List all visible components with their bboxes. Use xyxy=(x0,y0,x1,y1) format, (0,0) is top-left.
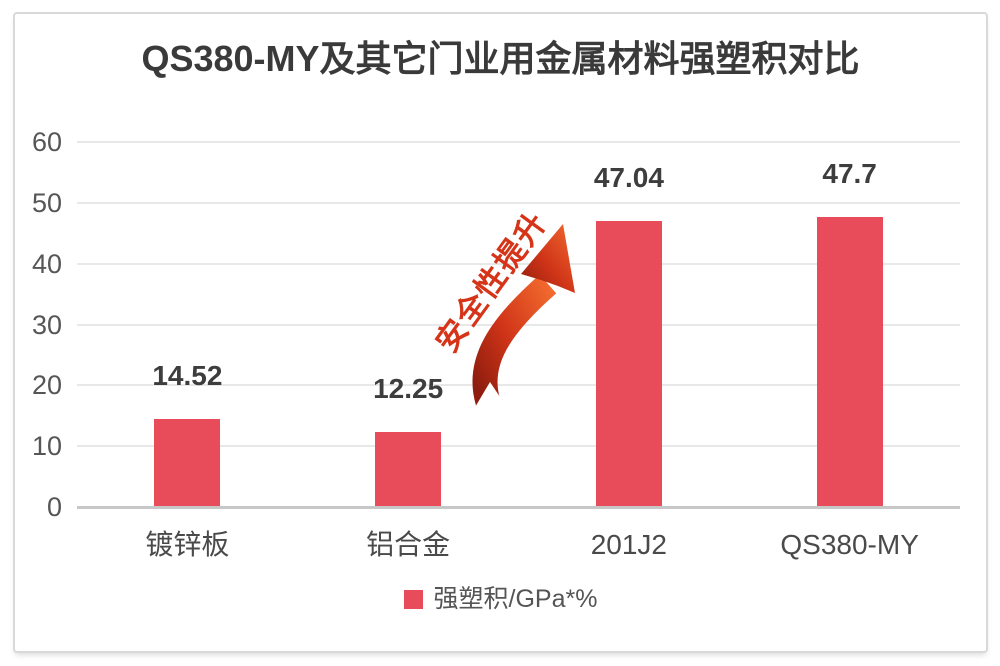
y-tick-label: 60 xyxy=(31,127,62,157)
bar-value-label: 14.52 xyxy=(152,359,223,391)
bar xyxy=(595,220,662,507)
x-category-label: QS380-MY xyxy=(780,529,919,560)
bar-value-label: 47.04 xyxy=(593,161,664,193)
legend-swatch-icon xyxy=(403,589,423,609)
gridline xyxy=(77,384,960,387)
bar-value-label: 47.7 xyxy=(822,157,877,189)
x-category-label: 201J2 xyxy=(590,529,668,560)
bar xyxy=(154,418,221,507)
growth-arrow-icon xyxy=(471,224,575,414)
y-tick-label: 50 xyxy=(31,187,62,218)
bar-value-label: 12.25 xyxy=(373,373,444,405)
gridline xyxy=(77,201,960,204)
y-tick-label: 30 xyxy=(31,309,62,340)
bar xyxy=(816,216,883,507)
gridline xyxy=(77,141,960,143)
x-axis-baseline xyxy=(77,506,960,509)
chart-title: QS380-MY及其它门业用金属材料强塑积对比 xyxy=(141,38,860,79)
y-tick-label: 0 xyxy=(46,492,62,522)
gridline xyxy=(77,262,960,265)
bar xyxy=(375,432,442,507)
x-category-label: 镀锌板 xyxy=(145,529,230,560)
y-tick-label: 20 xyxy=(31,370,62,401)
gridline xyxy=(77,445,960,448)
legend: 强塑积/GPa*% xyxy=(15,586,986,612)
legend-label: 强塑积/GPa*% xyxy=(433,585,598,613)
y-tick-label: 10 xyxy=(31,431,62,462)
y-tick-label: 40 xyxy=(31,248,62,279)
x-category-label: 铝合金 xyxy=(366,529,451,560)
